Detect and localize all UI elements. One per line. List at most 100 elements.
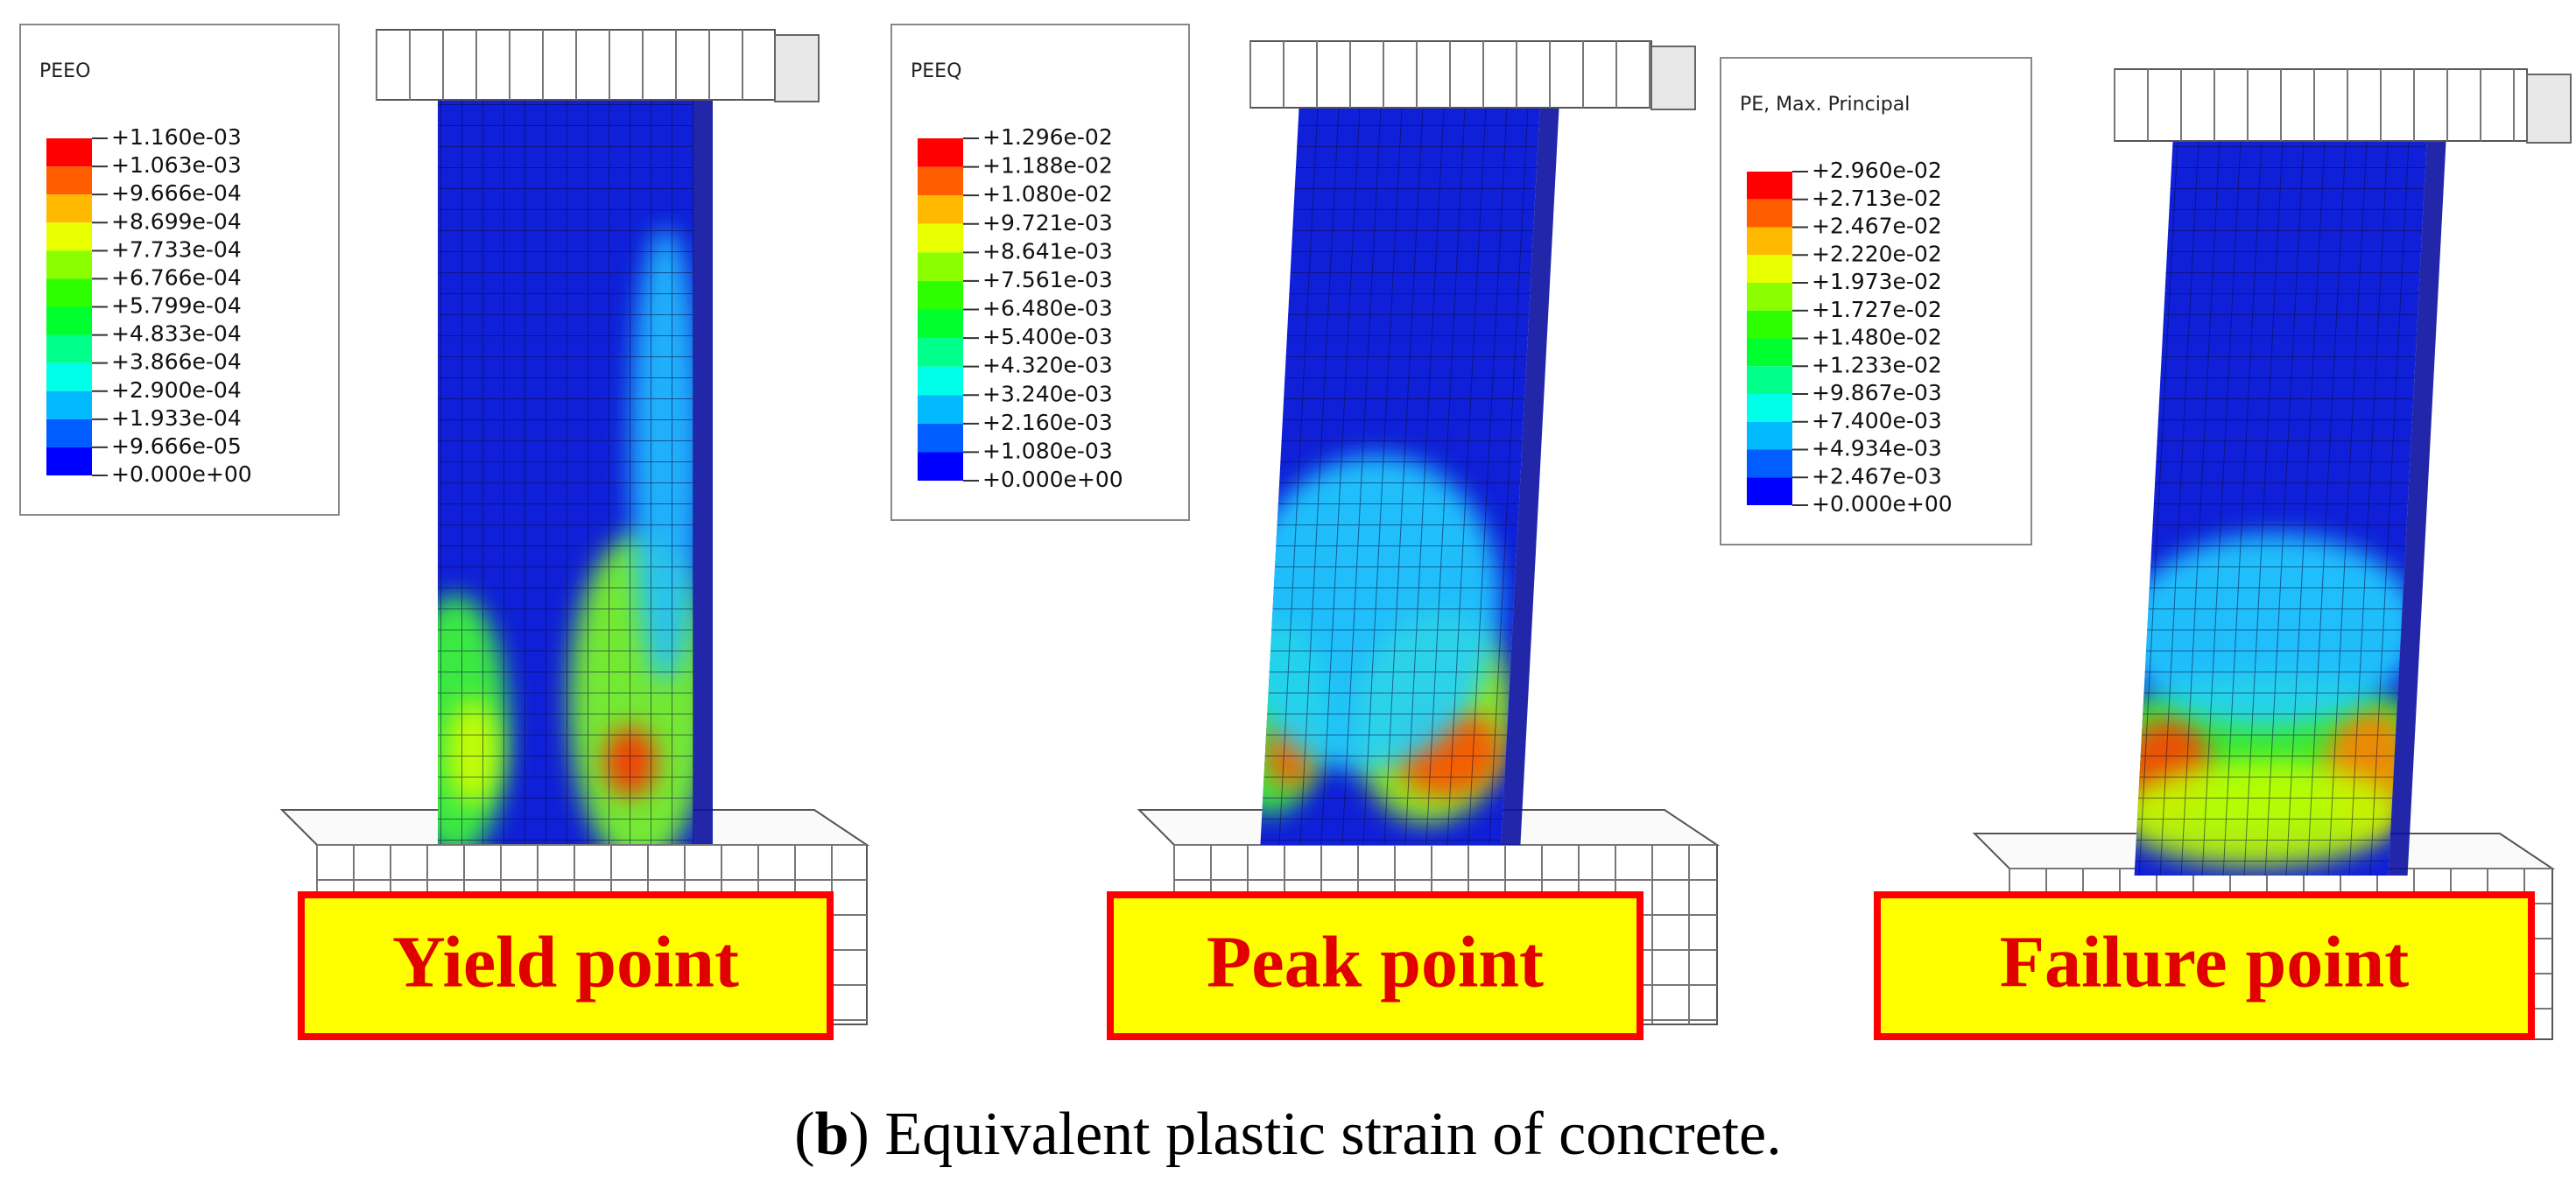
legend-band xyxy=(46,390,92,419)
legend-value: +1.727e-02 xyxy=(1812,297,1942,322)
legend-band xyxy=(1747,366,1792,394)
cap-side xyxy=(1650,46,1696,110)
legend-band xyxy=(46,419,92,447)
legend-band xyxy=(1747,255,1792,283)
caption-label: b xyxy=(815,1101,849,1168)
legend-value: +2.713e-02 xyxy=(1812,186,1942,211)
legend-value: +5.799e-04 xyxy=(111,293,242,319)
legend-band xyxy=(918,366,963,396)
legend-value: +1.188e-02 xyxy=(982,153,1113,179)
legend-value: +1.973e-02 xyxy=(1812,269,1942,294)
caption: (b) Equivalent plastic strain of concret… xyxy=(794,1101,1781,1168)
column xyxy=(1260,101,1559,845)
legend-band xyxy=(918,309,963,339)
legend-band xyxy=(918,423,963,453)
label-box xyxy=(1874,891,2535,1040)
legend-band xyxy=(1747,421,1792,450)
legend-value: +9.721e-03 xyxy=(982,210,1113,236)
caption-text: ) Equivalent plastic strain of concrete. xyxy=(849,1101,1782,1168)
legend-value: +2.220e-02 xyxy=(1812,241,1942,266)
legend-value: +0.000e+00 xyxy=(982,467,1123,492)
legend-value: +0.000e+00 xyxy=(1812,491,1953,517)
legend-title: PE, Max. Principal xyxy=(1740,94,1910,116)
legend-value: +1.480e-02 xyxy=(1812,325,1942,350)
legend-band xyxy=(46,447,92,475)
legend-value: +2.467e-03 xyxy=(1812,463,1942,489)
legend-band xyxy=(918,280,963,310)
legend-value: +8.641e-03 xyxy=(982,238,1113,264)
label-box xyxy=(298,891,834,1040)
legend-title: PEEQ xyxy=(911,60,961,82)
legend-value: +4.320e-03 xyxy=(982,353,1113,378)
legend-value: +3.240e-03 xyxy=(982,381,1113,406)
legend-value: +5.400e-03 xyxy=(982,324,1113,349)
legend-value: +3.866e-04 xyxy=(111,349,242,375)
legend-value: +7.733e-04 xyxy=(111,236,242,262)
legend-band xyxy=(1747,227,1792,256)
legend-value: +2.467e-02 xyxy=(1812,214,1942,239)
legend-value: +4.934e-03 xyxy=(1812,436,1942,461)
column-mesh xyxy=(2134,123,2428,876)
legend-value: +2.160e-03 xyxy=(982,410,1113,435)
caption-open: ( xyxy=(794,1101,814,1168)
legend-band xyxy=(1747,477,1792,505)
legend-value: +9.666e-05 xyxy=(111,433,242,459)
column-mesh xyxy=(438,91,693,844)
legend-band xyxy=(918,195,963,224)
legend-band xyxy=(1747,338,1792,367)
legend-band xyxy=(46,278,92,307)
legend-band xyxy=(1747,310,1792,339)
legend-value: +8.699e-04 xyxy=(111,208,242,234)
legend-value: +7.561e-03 xyxy=(982,267,1113,292)
panel: PEEQ +1.296e-02 +1.188e-02+1.080e-02 +9.721… xyxy=(890,24,1721,1040)
panel: PE, Max. Principal +2.960e-02 +2.713e-02 +2… xyxy=(1720,57,2572,1040)
column xyxy=(438,91,713,844)
panel: PEEO +1.160e-03+1.063e-03+9.666e-04+8.699… xyxy=(19,24,870,1040)
column-side xyxy=(1501,101,1559,845)
legend-value: +6.480e-03 xyxy=(982,296,1113,321)
legend-band xyxy=(918,395,963,424)
legend-band xyxy=(46,306,92,335)
legend-band xyxy=(46,194,92,223)
column xyxy=(2134,123,2447,876)
legend-value: +1.296e-02 xyxy=(982,124,1113,150)
legend-band xyxy=(1747,394,1792,422)
legend-band xyxy=(918,223,963,253)
cap-side xyxy=(774,34,820,102)
column-side xyxy=(2388,123,2447,876)
legend-band xyxy=(918,338,963,367)
legend-value: +1.063e-03 xyxy=(111,152,242,178)
legend-band xyxy=(918,452,963,481)
legend-value: +9.666e-04 xyxy=(111,180,242,206)
legend-band xyxy=(1747,283,1792,311)
legend-band xyxy=(46,138,92,167)
legend-band xyxy=(46,222,92,251)
column-side xyxy=(693,91,713,844)
panel-label: Failure point xyxy=(2000,921,2410,1003)
legend-band xyxy=(918,252,963,281)
cap-front xyxy=(2114,68,2528,142)
legend-value: +1.080e-02 xyxy=(982,181,1113,207)
legend-title: PEEO xyxy=(39,60,90,82)
legend-band xyxy=(1747,199,1792,228)
legend-band xyxy=(918,166,963,196)
legend-band xyxy=(46,166,92,195)
legend-band xyxy=(1747,172,1792,200)
legend-band xyxy=(1747,449,1792,478)
legend-value: +0.000e+00 xyxy=(111,461,252,487)
label-box xyxy=(1107,891,1643,1040)
panel-label: Peak point xyxy=(1207,921,1544,1003)
legend-value: +1.160e-03 xyxy=(111,124,242,150)
legend-value: +1.233e-02 xyxy=(1812,352,1942,377)
legend-band xyxy=(918,138,963,167)
cap-side xyxy=(2526,74,2572,144)
legend-value: +1.933e-04 xyxy=(111,405,242,431)
legend-value: +1.080e-03 xyxy=(982,438,1113,463)
legend-band xyxy=(46,362,92,391)
legend-band xyxy=(46,250,92,279)
legend-value: +4.833e-04 xyxy=(111,321,242,347)
legend-value: +2.960e-02 xyxy=(1812,158,1942,183)
column-mesh xyxy=(1260,101,1540,845)
